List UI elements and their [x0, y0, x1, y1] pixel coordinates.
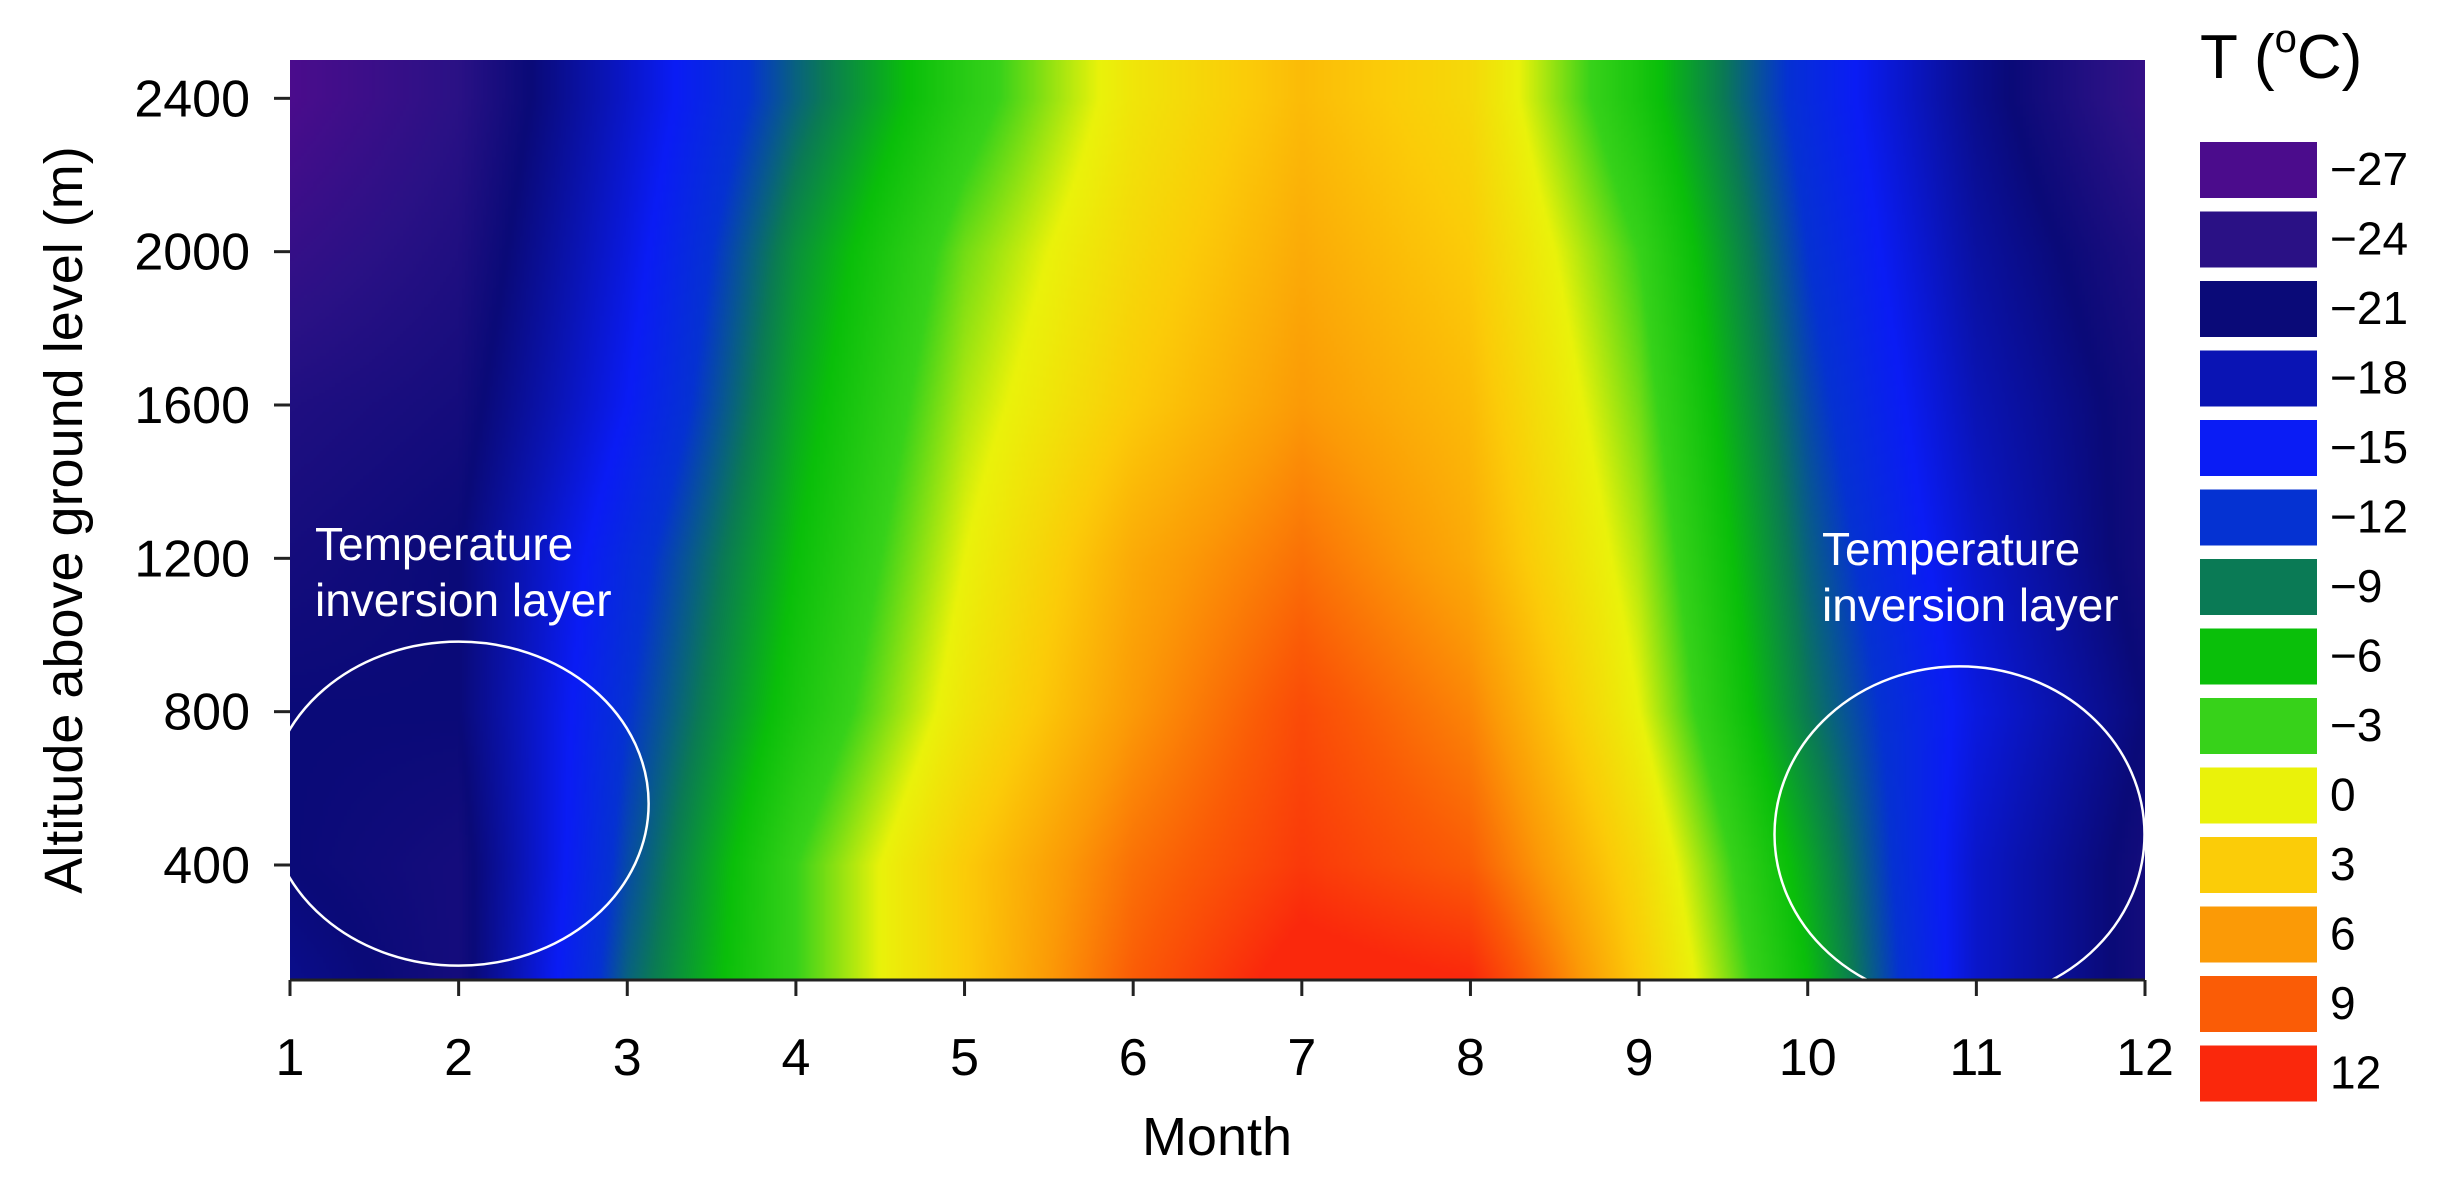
annotation-text-line2: inversion layer [315, 574, 612, 626]
colorbar-label: 0 [2330, 769, 2356, 821]
colorbar-swatch [2200, 281, 2317, 337]
colorbar-label: −18 [2330, 352, 2408, 404]
colorbar-swatch [2200, 628, 2317, 685]
temperature-heatmap [290, 60, 2145, 980]
annotation-text-line2: inversion layer [1822, 579, 2119, 631]
colorbar-label: −3 [2330, 699, 2382, 751]
x-tick-label: 9 [1625, 1029, 1654, 1087]
colorbar-label: −27 [2330, 143, 2408, 195]
colorbar-swatch [2200, 767, 2317, 824]
y-tick-label: 2400 [134, 70, 250, 128]
x-tick-label: 1 [276, 1029, 305, 1087]
x-tick-label: 6 [1119, 1029, 1148, 1087]
colorbar-label: −15 [2330, 421, 2408, 473]
annotation-text-line1: Temperature [315, 518, 573, 570]
colorbar-label: −12 [2330, 491, 2408, 543]
x-axis: 1 2 3 4 5 6 7 8 9 10 11 12 Month [276, 978, 2174, 1167]
x-tick-label: 8 [1456, 1029, 1485, 1087]
x-axis-label: Month [1142, 1107, 1292, 1167]
colorbar-label: −21 [2330, 282, 2408, 334]
colorbar-label: 6 [2330, 908, 2356, 960]
x-tick-label: 4 [781, 1029, 810, 1087]
x-tick-label: 10 [1779, 1029, 1837, 1087]
colorbar-swatch [2200, 837, 2317, 893]
colorbar-swatch [2200, 142, 2317, 198]
y-tick-label: 2000 [134, 224, 250, 282]
annotation-text-line1: Temperature [1822, 523, 2080, 575]
y-tick-label: 800 [163, 684, 250, 742]
x-tick-label: 5 [950, 1029, 979, 1087]
y-tick-label: 1600 [134, 377, 250, 435]
y-axis: 400 800 1200 1600 2000 2400 Altitude above gr… [34, 70, 290, 895]
colorbar-swatch [2200, 976, 2317, 1032]
x-tick-label: 3 [613, 1029, 642, 1087]
colorbar-swatch [2200, 489, 2317, 546]
colorbar-swatch [2200, 698, 2317, 754]
colorbar-swatch [2200, 211, 2317, 268]
x-tick-label: 7 [1287, 1029, 1316, 1087]
colorbar-swatch [2200, 906, 2317, 963]
colorbar-label: −9 [2330, 560, 2382, 612]
x-tick-label: 11 [1949, 1029, 2003, 1087]
y-tick-label: 1200 [134, 530, 250, 588]
x-tick-label: 2 [444, 1029, 473, 1087]
contour-plot-area [290, 60, 2145, 980]
inversion-layer-ellipse [267, 640, 650, 967]
colorbar-legend: T (oC) −27 −24 −21 −18 −15 −12 −9 −6 −3 0 3 6 9 12 [2200, 17, 2408, 1102]
x-tick-label: 12 [2116, 1029, 2174, 1087]
colorbar-label: 3 [2330, 838, 2356, 890]
colorbar-label: −6 [2330, 630, 2382, 682]
y-tick-label: 400 [163, 837, 250, 895]
colorbar-label: −24 [2330, 213, 2408, 265]
colorbar-swatch [2200, 420, 2317, 476]
colorbar-swatch [2200, 1045, 2317, 1102]
colorbar-title: T (oC) [2200, 17, 2362, 92]
colorbar-label: 12 [2330, 1047, 2381, 1099]
inversion-layer-ellipse [1773, 665, 2146, 1004]
y-axis-label: Altitude above ground level (m) [34, 146, 94, 893]
colorbar-swatch [2200, 350, 2317, 407]
colorbar-label: 9 [2330, 977, 2356, 1029]
colorbar-swatch [2200, 559, 2317, 615]
